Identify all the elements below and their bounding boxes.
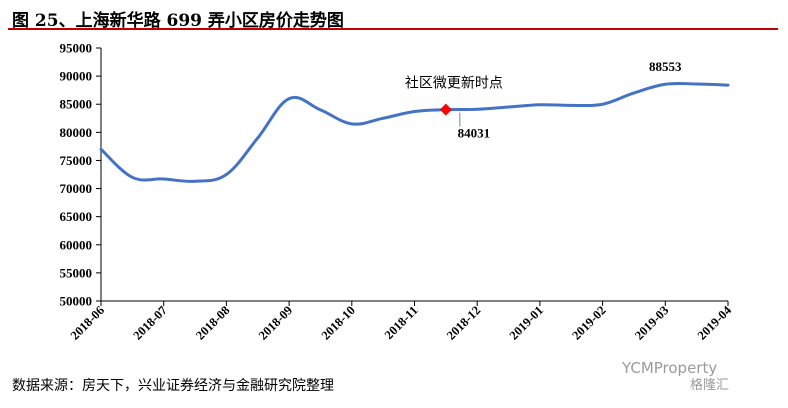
watermark-site: 格隆汇 xyxy=(690,378,730,393)
x-tick-label: 2018-12 xyxy=(444,303,483,342)
x-axis: 2018-06 2018-07 2018-08 2018-09 2018-10 2018-… xyxy=(68,300,735,343)
x-tick-label: 2018-07 xyxy=(130,303,169,342)
value-label-88553: 88553 xyxy=(649,59,682,74)
y-tick-label: 70000 xyxy=(60,181,93,196)
watermark: YCMProperty 格隆汇 xyxy=(622,360,729,394)
y-tick-label: 75000 xyxy=(60,153,93,168)
series-line-group xyxy=(99,81,730,183)
x-tick-label: 2019-04 xyxy=(695,303,735,343)
x-tick-label: 2018-10 xyxy=(319,303,358,342)
x-tick-label: 2019-03 xyxy=(632,303,671,342)
line-chart: 50000 55000 60000 65000 70000 75000 80000 85000… xyxy=(60,41,735,343)
watermark-brand: YCMProperty xyxy=(622,359,718,377)
x-tick-label: 2019-02 xyxy=(569,303,608,342)
event-marker xyxy=(439,103,452,116)
event-label: 社区微更新时点 xyxy=(405,76,503,92)
title-bar: 图 25、上海新华路 699 弄小区房价走势图 xyxy=(8,2,778,31)
annotation-group: 社区微更新时点 84031 88553 xyxy=(405,59,682,140)
x-tick-label: 2018-06 xyxy=(68,303,107,342)
y-tick-label: 85000 xyxy=(60,97,93,112)
page-title: 图 25、上海新华路 699 弄小区房价走势图 xyxy=(12,11,344,31)
y-tick-label: 95000 xyxy=(60,41,93,56)
x-tick-label: 2018-08 xyxy=(193,303,232,342)
y-tick-label: 55000 xyxy=(60,265,93,280)
y-tick-label: 90000 xyxy=(60,69,93,84)
x-tick-label: 2019-01 xyxy=(507,303,546,342)
y-tick-label: 60000 xyxy=(60,237,93,252)
x-tick-label: 2018-09 xyxy=(256,303,295,342)
y-tick-label: 50000 xyxy=(60,294,93,309)
title-rule xyxy=(8,28,778,30)
y-tick-label: 80000 xyxy=(60,125,93,140)
source-note: 数据来源：房天下，兴业证券经济与金融研究院整理 xyxy=(12,378,334,394)
y-axis: 50000 55000 60000 65000 70000 75000 80000 85000… xyxy=(60,41,102,309)
price-series-line xyxy=(99,81,730,183)
x-tick-label: 2018-11 xyxy=(382,303,421,342)
value-label-84031: 84031 xyxy=(458,126,491,141)
y-tick-label: 65000 xyxy=(60,209,93,224)
